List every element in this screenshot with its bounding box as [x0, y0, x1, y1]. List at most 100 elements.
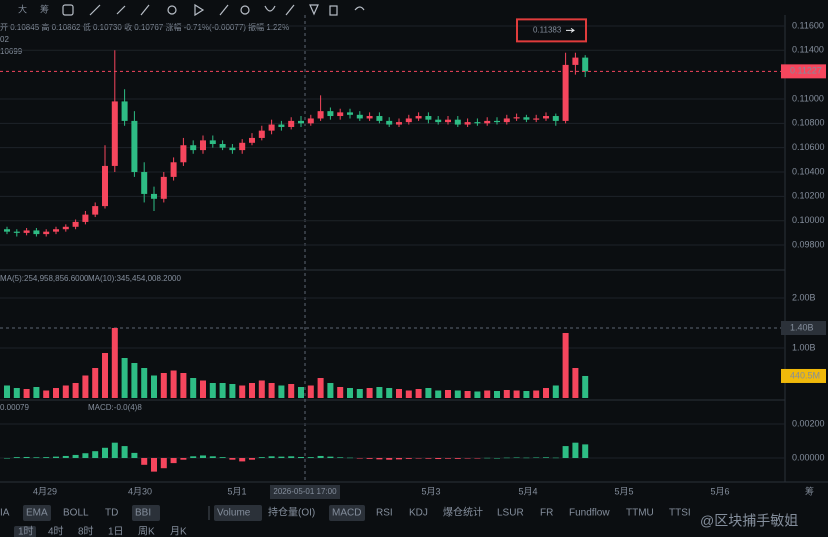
bar: [180, 373, 187, 398]
candle-body: [151, 193, 157, 199]
candle-body: [435, 119, 442, 123]
bar: [278, 385, 285, 398]
candle-body: [454, 119, 461, 125]
indicator-tab[interactable]: TTMU: [626, 508, 654, 519]
bar: [435, 390, 442, 398]
candle-body: [141, 172, 148, 194]
candle-body: [298, 120, 304, 124]
bar: [317, 378, 324, 398]
y-tick-label: 0.09800: [792, 239, 825, 249]
interval-tab[interactable]: 周K: [138, 526, 155, 537]
bar: [366, 388, 373, 398]
bar: [190, 378, 197, 398]
indicator-tab[interactable]: 持仓量(OI): [268, 506, 315, 519]
candle-body: [317, 111, 324, 119]
bar: [503, 457, 510, 459]
indicator-tab[interactable]: TTSI: [669, 508, 691, 519]
pane-legend: MA(10):345,454,008.2000: [88, 274, 182, 283]
indicator-tab[interactable]: RSI: [376, 508, 393, 519]
candle-body: [180, 145, 187, 163]
bar: [239, 385, 246, 398]
interval-tab[interactable]: 月K: [170, 526, 187, 537]
interval-tab[interactable]: 8时: [78, 526, 94, 537]
bar: [288, 456, 295, 458]
bar: [376, 458, 383, 460]
candle-body: [415, 116, 422, 119]
pane-legend: MA(5):254,958,856.6000: [0, 274, 89, 283]
bar: [464, 391, 471, 398]
bar: [13, 388, 20, 398]
bar: [543, 457, 549, 458]
indicator-tab[interactable]: Volume: [217, 508, 251, 519]
crosshair-tag: 1.40B: [790, 322, 814, 332]
bar: [454, 390, 461, 398]
y-tick-label: 0.10200: [792, 191, 825, 201]
bar: [582, 444, 589, 458]
indicator-tab[interactable]: 爆仓统计: [443, 506, 483, 519]
candle-body: [396, 122, 402, 125]
bar: [376, 387, 383, 398]
x-tick-label: 5月4: [518, 486, 537, 496]
bar: [572, 442, 579, 458]
tab-bg: [14, 526, 36, 537]
indicator-tab[interactable]: BBI: [135, 508, 151, 519]
indicator-tab[interactable]: MACD: [332, 508, 361, 519]
candle-body: [121, 101, 128, 121]
candle-body: [209, 140, 216, 145]
bar: [209, 383, 216, 398]
last-price-tag: 0.11227: [790, 66, 822, 76]
interval-tab[interactable]: 1日: [108, 527, 124, 537]
bar: [229, 458, 236, 460]
indicator-tab[interactable]: EMA: [26, 508, 48, 519]
candle-body: [92, 206, 99, 215]
y-tick-label: 0.10000: [792, 215, 825, 225]
pane-legend: 0.00079: [0, 403, 29, 412]
interval-tab[interactable]: 4时: [48, 526, 64, 537]
candle-body: [229, 147, 236, 151]
crosshair-time-bg: [270, 485, 340, 499]
candle-body: [43, 231, 50, 235]
interval-tab[interactable]: 1时: [18, 526, 34, 537]
bar: [53, 456, 59, 458]
last-volume-tag: 440.5M: [790, 370, 820, 380]
candle-body: [13, 231, 20, 233]
candle-body: [4, 229, 10, 232]
toolbar-item[interactable]: 筹: [40, 3, 49, 14]
pane-legend: MACD:-0.0(4)8: [88, 403, 142, 412]
indicator-tab[interactable]: Fundflow: [569, 508, 610, 519]
candle-body: [562, 64, 569, 121]
candle-body: [307, 118, 314, 124]
y-tick-label: 0.00000: [792, 452, 825, 462]
toolbar-item[interactable]: 大: [18, 3, 27, 14]
indicator-tab[interactable]: KDJ: [409, 508, 428, 519]
bar: [219, 383, 226, 398]
bar: [464, 458, 471, 459]
tab-bg: [329, 505, 365, 521]
bar: [552, 385, 559, 398]
indicator-tab[interactable]: FR: [540, 508, 553, 519]
candle-body: [23, 230, 30, 233]
candle-body: [288, 120, 295, 127]
indicator-tab[interactable]: LSUR: [497, 508, 524, 519]
candle-body: [386, 120, 393, 125]
indicator-tab[interactable]: IA: [0, 508, 10, 519]
bar: [62, 385, 69, 398]
candle-body: [131, 120, 138, 173]
bar: [13, 457, 20, 458]
candle-body: [72, 221, 79, 227]
candle-body: [102, 165, 108, 207]
candle-body: [572, 57, 579, 65]
candle-body: [523, 117, 530, 120]
drawing-tools[interactable]: [62, 3, 365, 17]
indicator-tab[interactable]: TD: [105, 508, 118, 519]
bar: [229, 384, 236, 398]
bar: [33, 387, 40, 398]
bar: [258, 380, 265, 398]
bar: [190, 456, 197, 458]
indicator-tab[interactable]: BOLL: [63, 508, 89, 519]
bar: [200, 380, 206, 398]
watermark: @区块捕手敏姐: [700, 513, 798, 529]
bar: [356, 389, 363, 398]
bar: [151, 375, 157, 398]
y-tick-label: 0.11400: [792, 45, 824, 55]
